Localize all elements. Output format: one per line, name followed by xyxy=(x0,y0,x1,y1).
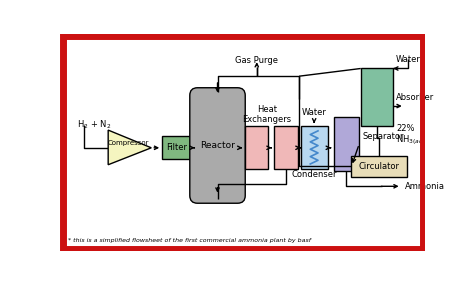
Text: Gas Purge: Gas Purge xyxy=(235,56,278,65)
Bar xyxy=(162,136,191,159)
Text: Compressor: Compressor xyxy=(108,140,149,146)
Text: Absorber: Absorber xyxy=(396,93,434,102)
Text: Reactor: Reactor xyxy=(200,141,235,150)
Text: Water: Water xyxy=(396,55,421,64)
Bar xyxy=(245,126,268,169)
Text: Ammonia: Ammonia xyxy=(405,182,446,191)
Bar xyxy=(274,126,298,169)
Text: Heat
Exchangers: Heat Exchangers xyxy=(242,105,292,124)
Bar xyxy=(334,117,359,171)
Polygon shape xyxy=(108,130,151,165)
Bar xyxy=(352,155,407,177)
Text: H$_2$ + N$_2$: H$_2$ + N$_2$ xyxy=(77,118,111,131)
Text: Condenser: Condenser xyxy=(292,170,337,179)
Text: Filter: Filter xyxy=(166,143,187,152)
Text: * this is a simplified flowsheet of the first commercial ammonia plant by basf: * this is a simplified flowsheet of the … xyxy=(68,238,311,243)
Text: Circulator: Circulator xyxy=(359,162,400,171)
Bar xyxy=(301,126,328,169)
Text: Water: Water xyxy=(302,108,327,117)
Bar xyxy=(361,69,393,126)
Text: 22%
NH$_{3(aq)}$: 22% NH$_{3(aq)}$ xyxy=(396,124,426,147)
Text: Separator: Separator xyxy=(362,132,404,141)
FancyBboxPatch shape xyxy=(190,88,245,203)
